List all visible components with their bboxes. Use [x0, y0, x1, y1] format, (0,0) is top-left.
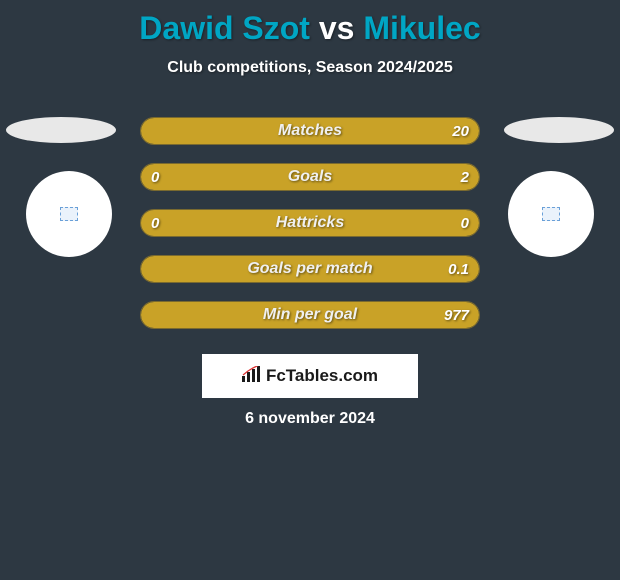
stat-row: 02Goals — [140, 163, 480, 191]
stat-label: Matches — [141, 118, 479, 144]
vs-text: vs — [319, 10, 355, 46]
player2-badge — [508, 171, 594, 257]
subtitle: Club competitions, Season 2024/2025 — [0, 59, 620, 77]
logo: FcTables.com — [242, 366, 378, 387]
player1-name: Dawid Szot — [139, 10, 310, 46]
stat-row: 20Matches — [140, 117, 480, 145]
chart-icon — [242, 366, 262, 387]
logo-text: FcTables.com — [266, 366, 378, 386]
stat-label: Goals per match — [141, 256, 479, 282]
placeholder-icon — [542, 207, 560, 221]
player2-ellipse — [504, 117, 614, 143]
player1-badge — [26, 171, 112, 257]
stat-label: Goals — [141, 164, 479, 190]
stat-rows: 20Matches 02Goals 00Hattricks 0.1Goals per … — [140, 117, 480, 347]
stat-row: 977Min per goal — [140, 301, 480, 329]
stat-row: 00Hattricks — [140, 209, 480, 237]
comparison-title: Dawid Szot vs Mikulec — [0, 0, 620, 47]
date-text: 6 november 2024 — [0, 410, 620, 428]
stat-row: 0.1Goals per match — [140, 255, 480, 283]
logo-box: FcTables.com — [202, 354, 418, 398]
stat-label: Hattricks — [141, 210, 479, 236]
player2-name: Mikulec — [363, 10, 480, 46]
placeholder-icon — [60, 207, 78, 221]
stat-label: Min per goal — [141, 302, 479, 328]
player1-ellipse — [6, 117, 116, 143]
